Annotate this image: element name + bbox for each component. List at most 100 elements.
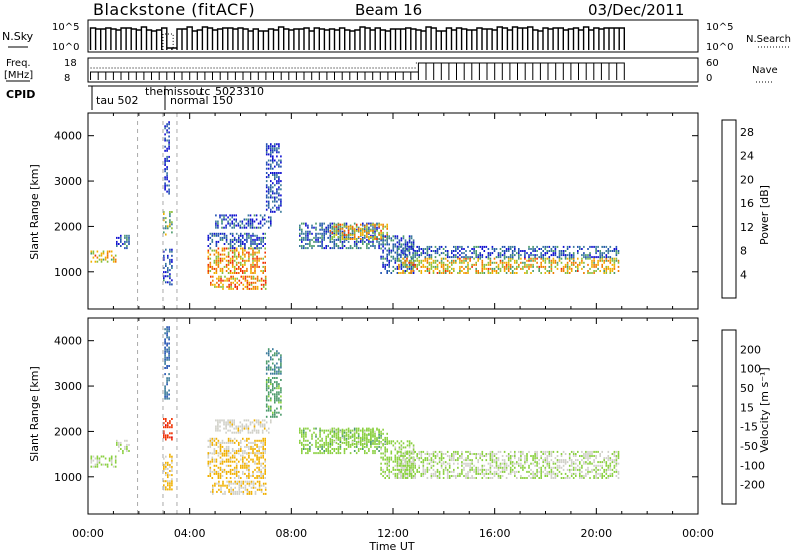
data-cell-power bbox=[229, 224, 231, 227]
data-cell-power bbox=[609, 256, 612, 259]
data-cell-velocity bbox=[242, 458, 244, 461]
data-cell-velocity bbox=[278, 352, 280, 355]
data-cell-power bbox=[264, 261, 266, 264]
data-cell-velocity bbox=[455, 459, 457, 462]
data-cell-power bbox=[171, 260, 173, 263]
data-cell-velocity bbox=[615, 459, 618, 462]
data-cell-velocity bbox=[595, 477, 597, 479]
data-cell-power bbox=[126, 236, 128, 239]
data-cell-velocity bbox=[459, 472, 461, 475]
data-cell-power bbox=[444, 245, 447, 248]
data-cell-power bbox=[219, 238, 222, 241]
data-cell-power bbox=[128, 240, 130, 243]
data-cell-velocity bbox=[267, 366, 270, 369]
data-cell-velocity bbox=[556, 468, 559, 471]
data-cell-velocity bbox=[455, 477, 457, 479]
data-cell-velocity bbox=[384, 452, 386, 455]
data-cell-power bbox=[554, 259, 557, 262]
data-cell-velocity bbox=[507, 453, 510, 455]
data-cell-power bbox=[503, 250, 506, 252]
data-cell-velocity bbox=[534, 455, 536, 457]
data-cell-velocity bbox=[116, 439, 118, 442]
data-cell-velocity bbox=[252, 460, 254, 463]
data-cell-power bbox=[341, 240, 344, 243]
data-cell-velocity bbox=[372, 428, 374, 431]
data-cell-power bbox=[280, 180, 282, 183]
data-cell-power bbox=[378, 240, 380, 243]
data-cell-velocity bbox=[240, 439, 242, 442]
data-cell-velocity bbox=[238, 490, 241, 493]
data-cell-power bbox=[524, 257, 526, 260]
data-cell-power bbox=[430, 265, 433, 268]
data-cell-power bbox=[250, 277, 253, 280]
data-cell-power bbox=[230, 285, 232, 288]
data-cell-power bbox=[222, 287, 224, 290]
data-cell-power bbox=[166, 176, 168, 179]
data-cell-power bbox=[313, 226, 315, 229]
data-cell-velocity bbox=[257, 419, 260, 422]
data-cell-velocity bbox=[422, 462, 425, 465]
data-cell-power bbox=[467, 263, 469, 266]
data-cell-power bbox=[248, 234, 250, 237]
data-cell-velocity bbox=[325, 448, 327, 450]
data-cell-velocity bbox=[245, 425, 248, 428]
data-cell-power bbox=[164, 145, 166, 148]
data-cell-velocity bbox=[215, 429, 217, 432]
data-cell-power bbox=[343, 233, 346, 236]
data-cell-velocity bbox=[261, 419, 264, 422]
data-cell-velocity bbox=[560, 461, 563, 464]
data-cell-power bbox=[215, 243, 218, 245]
data-cell-power bbox=[267, 206, 270, 209]
data-cell-power bbox=[370, 234, 372, 237]
data-cell-power bbox=[274, 165, 276, 168]
data-cell-power bbox=[265, 200, 268, 203]
data-cell-power bbox=[341, 243, 344, 245]
data-cell-power bbox=[593, 257, 595, 260]
data-cell-velocity bbox=[406, 475, 409, 477]
data-cell-power bbox=[257, 222, 260, 225]
data-cell-velocity bbox=[617, 462, 620, 465]
data-cell-power bbox=[566, 267, 569, 270]
data-cell-power bbox=[516, 261, 518, 264]
data-cell-velocity bbox=[311, 437, 313, 440]
data-cell-power bbox=[410, 245, 412, 248]
data-cell-velocity bbox=[400, 460, 403, 463]
data-cell-velocity bbox=[225, 445, 228, 448]
data-cell-velocity bbox=[96, 465, 99, 468]
data-cell-velocity bbox=[410, 477, 413, 479]
data-cell-velocity bbox=[453, 462, 455, 465]
data-cell-velocity bbox=[257, 431, 260, 434]
data-cell-power bbox=[493, 250, 496, 252]
data-cell-power bbox=[280, 200, 282, 203]
data-cell-power bbox=[218, 275, 220, 278]
data-cell-power bbox=[100, 258, 103, 261]
data-cell-velocity bbox=[241, 429, 244, 432]
data-cell-velocity bbox=[442, 470, 445, 473]
data-cell-velocity bbox=[299, 429, 301, 432]
data-cell-velocity bbox=[357, 435, 360, 438]
data-cell-power bbox=[390, 272, 393, 274]
data-cell-power bbox=[228, 287, 230, 290]
data-cell-power bbox=[238, 245, 240, 247]
data-cell-power bbox=[355, 243, 358, 245]
data-cell-power bbox=[422, 252, 425, 255]
data-cell-velocity bbox=[376, 438, 378, 441]
data-cell-power bbox=[166, 160, 168, 162]
data-cell-velocity bbox=[404, 477, 407, 479]
data-cell-power bbox=[333, 233, 336, 236]
data-cell-power bbox=[256, 243, 258, 245]
data-cell-power bbox=[240, 234, 242, 237]
data-cell-velocity bbox=[335, 430, 338, 433]
data-cell-power bbox=[337, 223, 340, 226]
data-cell-power bbox=[522, 267, 524, 270]
data-cell-power bbox=[333, 222, 336, 225]
data-cell-power bbox=[524, 254, 526, 257]
data-cell-velocity bbox=[168, 393, 170, 396]
data-cell-velocity bbox=[321, 439, 323, 442]
data-cell-power bbox=[171, 258, 173, 261]
data-cell-power bbox=[225, 236, 228, 239]
data-cell-velocity bbox=[400, 472, 402, 475]
data-cell-power bbox=[227, 243, 230, 245]
data-cell-power bbox=[246, 270, 248, 272]
data-cell-power bbox=[260, 257, 262, 260]
